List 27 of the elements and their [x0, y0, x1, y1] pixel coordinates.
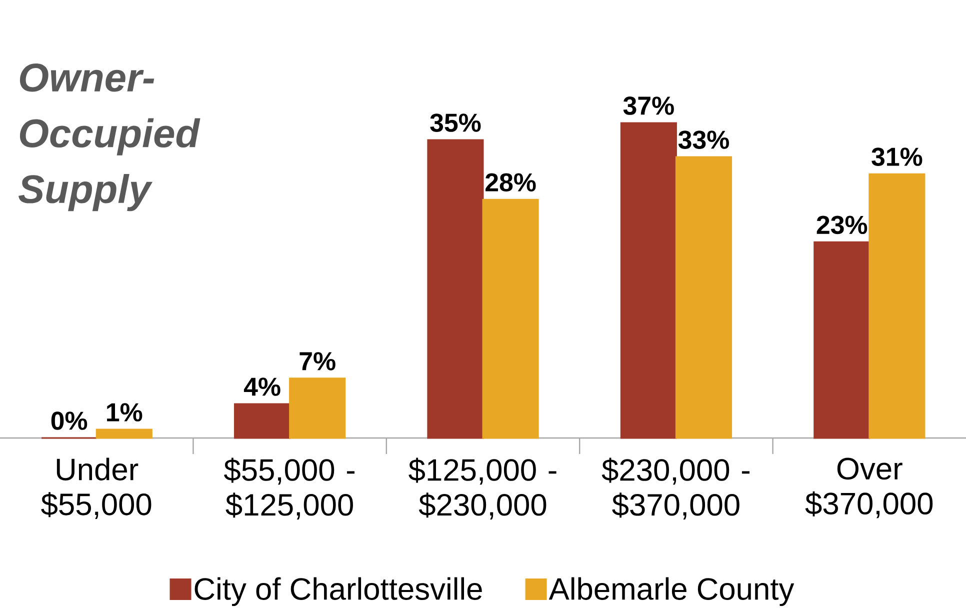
data-label: 33%: [678, 130, 729, 149]
data-label: 35%: [430, 114, 481, 132]
chart-title: Owner-Occupied Supply: [18, 64, 200, 212]
x-tick-label: Under $55,000: [41, 458, 152, 519]
bar: [427, 139, 484, 439]
bar: [868, 173, 926, 439]
bar: [234, 403, 291, 439]
data-label: 1%: [107, 403, 142, 422]
data-label: 31%: [872, 148, 922, 166]
x-tick-label: Over $370,000: [805, 458, 933, 518]
x-tick-label: $55,000 - $125,000: [224, 458, 355, 520]
data-label: 23%: [816, 216, 868, 234]
data-label: 7%: [300, 352, 336, 370]
data-label: 37%: [623, 96, 674, 115]
bar: [96, 428, 152, 439]
bar: [289, 378, 346, 439]
legend-label: Albemarle County: [548, 577, 794, 606]
legend-label: City of Charlottesville: [194, 577, 482, 606]
bar: [814, 241, 870, 439]
x-tick-label: $230,000 - $370,000: [602, 458, 750, 520]
bar: [482, 198, 539, 439]
x-tick-label: $125,000 - $230,000: [408, 458, 556, 520]
bar: [620, 122, 677, 439]
bar: [675, 156, 732, 439]
data-label: 28%: [486, 173, 536, 192]
data-label: 4%: [244, 378, 280, 396]
data-label: 0%: [51, 412, 88, 430]
